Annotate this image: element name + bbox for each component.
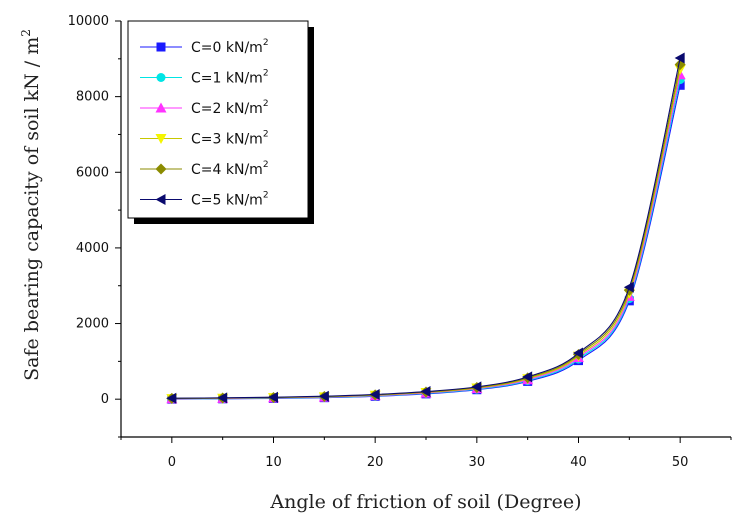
data-point	[156, 73, 166, 82]
y-tick-label: 2000	[76, 317, 109, 332]
data-point	[155, 102, 167, 113]
y-tick-label: 6000	[76, 165, 109, 180]
x-tick-label: 50	[672, 455, 689, 470]
legend-label-main: C=2 kN/m	[191, 101, 263, 117]
legend-label: C=4 kN/m2	[191, 160, 269, 178]
legend: C=0 kN/m2C=1 kN/m2C=2 kN/m2C=3 kN/m2C=4 …	[127, 20, 314, 224]
data-point	[217, 392, 228, 404]
legend-label-sup: 2	[263, 160, 269, 170]
y-tick-label: 10000	[68, 14, 109, 29]
data-point	[318, 390, 329, 402]
x-tick-label: 10	[265, 455, 282, 470]
legend-label-main: C=1 kN/m	[191, 71, 263, 87]
legend-item-5: C=5 kN/m2	[140, 191, 269, 209]
data-point	[675, 80, 685, 90]
x-tick-label: 30	[469, 455, 486, 470]
data-point	[369, 388, 380, 400]
legend-label: C=2 kN/m2	[191, 99, 269, 117]
x-tick-label: 40	[570, 455, 587, 470]
y-tick-label: 4000	[76, 241, 109, 256]
x-tick-label: 20	[367, 455, 384, 470]
legend-label-sup: 2	[263, 99, 269, 109]
legend-label-main: C=4 kN/m	[191, 162, 263, 178]
legend-item-2: C=2 kN/m2	[140, 99, 269, 117]
y-tick-label: 0	[101, 392, 109, 407]
series-layer	[166, 52, 686, 405]
data-point	[268, 391, 278, 403]
legend-box	[127, 20, 309, 219]
legend-label: C=3 kN/m2	[191, 130, 269, 148]
data-point	[623, 281, 634, 293]
legend-label-sup: 2	[263, 191, 269, 201]
legend-item-3: C=3 kN/m2	[140, 130, 269, 148]
legend-item-4: C=4 kN/m2	[140, 160, 269, 178]
data-point	[166, 392, 177, 404]
legend-label-sup: 2	[263, 38, 269, 48]
x-tick-label: 0	[168, 455, 176, 470]
legend-label-main: C=0 kN/m	[191, 40, 263, 56]
data-point	[155, 194, 166, 205]
y-tick-label: 8000	[76, 90, 109, 105]
data-point	[573, 347, 583, 359]
x-axis-title: Angle of friction of soil (Degree)	[269, 491, 581, 513]
legend-label-main: C=5 kN/m	[191, 193, 263, 209]
legend-label: C=5 kN/m2	[191, 191, 269, 209]
legend-label-sup: 2	[263, 69, 269, 79]
legend-item-1: C=1 kN/m2	[140, 69, 269, 87]
ticks: 0 2000 4000 6000 8000 10000 0 10 20 30 40 50	[68, 14, 732, 470]
y-axis-title-sup: 2	[19, 29, 33, 37]
y-axis-title-main: Safe bearing capacity of soil kN / m	[21, 37, 43, 381]
data-point	[155, 134, 167, 144]
legend-label: C=0 kN/m2	[191, 38, 269, 56]
data-point	[522, 371, 533, 383]
data-point	[674, 52, 685, 64]
legend-item-0: C=0 kN/m2	[140, 38, 269, 56]
data-point	[420, 386, 431, 398]
data-point	[155, 163, 167, 175]
y-axis-title: Safe bearing capacity of soil kN / m2	[19, 29, 43, 381]
data-point	[471, 381, 482, 393]
data-point	[156, 42, 166, 52]
legend-label-sup: 2	[263, 130, 269, 140]
series-5	[166, 52, 685, 404]
legend-label-main: C=3 kN/m	[191, 132, 263, 148]
legend-label: C=1 kN/m2	[191, 69, 269, 87]
